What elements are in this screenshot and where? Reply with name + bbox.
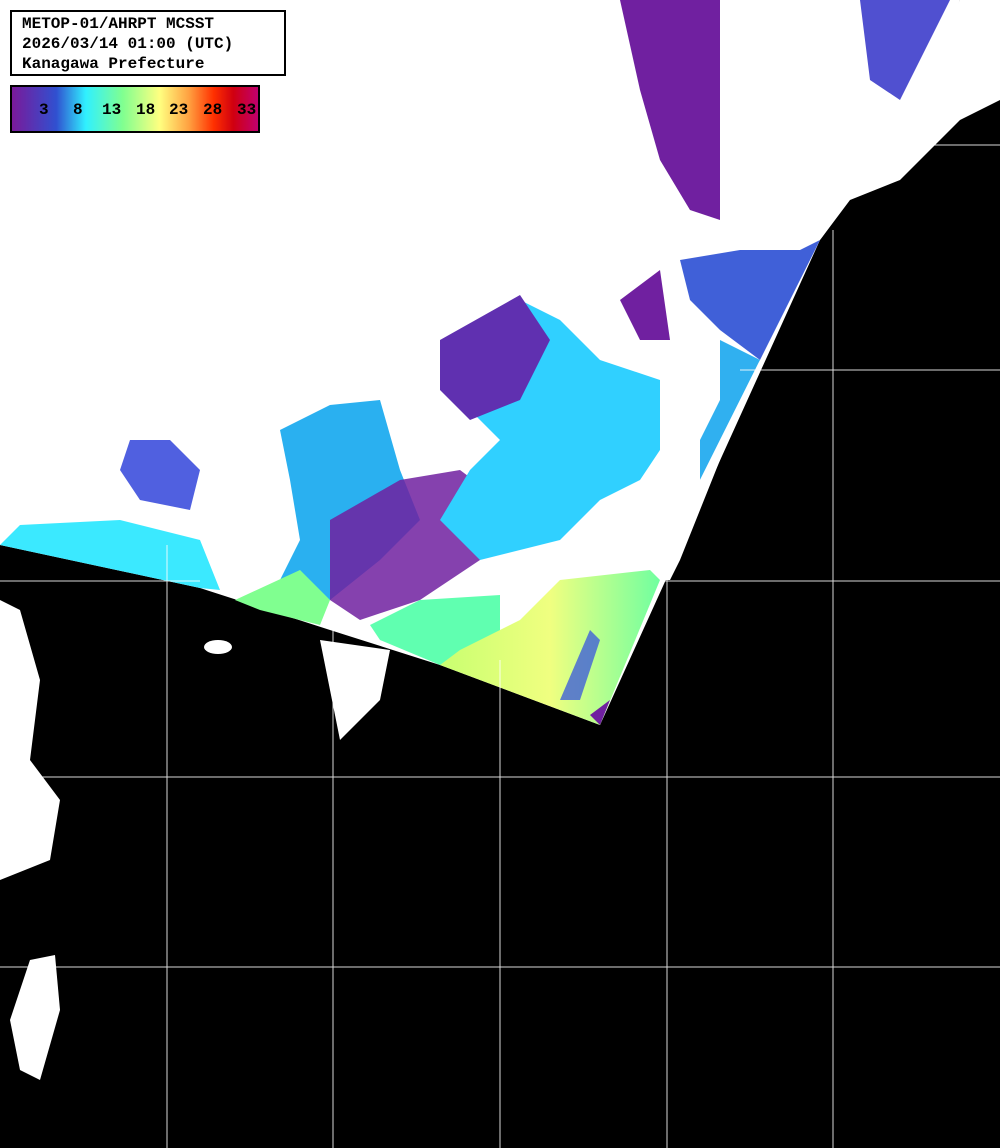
title-region: Kanagawa Prefecture (22, 55, 205, 73)
land-kyushu (320, 640, 390, 740)
legend-tick: 23 (169, 101, 189, 119)
legend-tick: 28 (203, 101, 223, 119)
legend-tick: 18 (136, 101, 156, 119)
legend-tick: 3 (39, 101, 49, 119)
land-honshu-east (820, 0, 1000, 240)
title-box: METOP-01/AHRPT MCSST 2026/03/14 01:00 (U… (10, 10, 286, 76)
sst-swath (0, 0, 950, 725)
land-china-coast (0, 600, 60, 880)
land-jeju (204, 640, 232, 654)
lat-lon-grid (0, 144, 1000, 1148)
title-datetime: 2026/03/14 01:00 (UTC) (22, 35, 234, 53)
color-scale-legend: 3 8 13 18 23 28 33 (10, 85, 260, 133)
legend-tick: 33 (237, 101, 257, 119)
title-satellite-product: METOP-01/AHRPT MCSST (22, 15, 215, 33)
land-taiwan (10, 955, 60, 1080)
legend-tick: 13 (102, 101, 122, 119)
land (0, 0, 1000, 1080)
land-honshu-pacific (660, 360, 760, 580)
legend-tick: 8 (73, 101, 83, 119)
